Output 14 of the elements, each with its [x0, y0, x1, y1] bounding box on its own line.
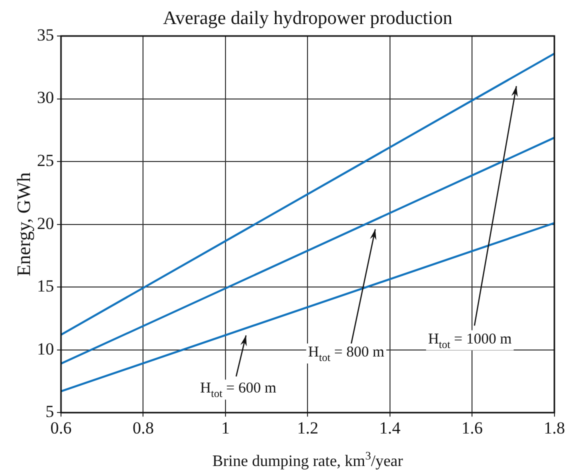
x-tick-label: 1.4 [379, 418, 402, 438]
y-tick-label: 30 [37, 88, 54, 108]
y-tick-label: 25 [37, 151, 54, 170]
x-tick-label: 1.6 [462, 418, 483, 438]
chart-title: Average daily hydropower production [163, 8, 453, 29]
x-tick-label: 0.8 [132, 418, 154, 438]
y-axis-title: Energy, GWh [14, 172, 35, 276]
y-tick-label: 15 [37, 276, 54, 296]
x-tick-label: 1.8 [544, 418, 565, 438]
y-tick-label: 10 [37, 339, 54, 358]
y-tick-label: 35 [37, 25, 54, 44]
x-tick-label: 1.2 [297, 418, 318, 438]
y-tick-label: 20 [37, 214, 54, 233]
x-tick-label: 1 [221, 418, 230, 438]
